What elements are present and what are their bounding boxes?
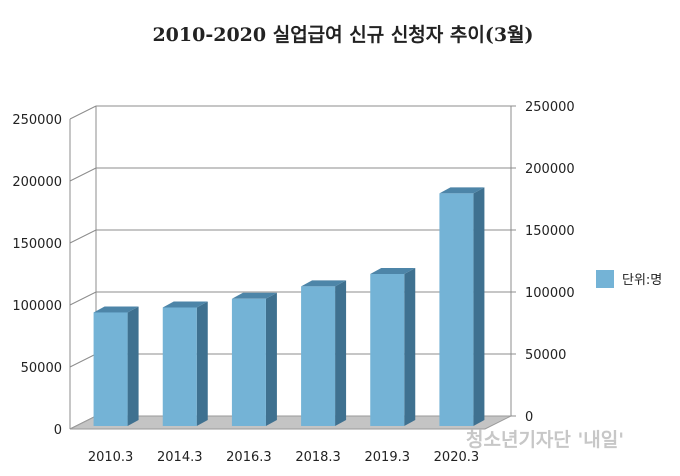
y-tick-label-left: 0: [54, 423, 62, 438]
x-tick-label: 2018.3: [295, 450, 341, 465]
bar-front: [93, 312, 128, 426]
bar: [439, 187, 485, 426]
bars: [93, 187, 485, 426]
bar-side: [127, 306, 139, 426]
x-tick-label: 2010.3: [88, 450, 134, 465]
bar-front: [231, 298, 266, 426]
y-tick-label-right: 50000: [525, 348, 566, 363]
bar-side: [404, 268, 416, 426]
right-y-axis: 0 50000 100000 150000 200000 250000: [511, 100, 575, 425]
legend: 단위:명: [596, 270, 662, 288]
gridline-side: [69, 167, 97, 182]
y-tick-label-right: 100000: [525, 286, 575, 301]
chart-title: 2010-2020 실업급여 신규 신청자 추이(3월): [152, 24, 533, 46]
watermark: 청소년기자단 '내일': [466, 429, 624, 451]
bar-side: [335, 280, 347, 426]
x-tick-label: 2019.3: [365, 450, 411, 465]
gridline-side: [69, 229, 97, 244]
bar: [93, 306, 139, 426]
bar-front: [162, 307, 197, 426]
bar-top: [439, 187, 485, 194]
y-tick-label-left: 150000: [12, 237, 62, 252]
gridline-side: [69, 291, 97, 306]
bar-top: [301, 280, 347, 287]
y-tick-label-right: 200000: [525, 162, 575, 177]
x-axis: 2010.3 2014.3 2016.3 2018.3 2019.3 2020.3: [88, 450, 479, 465]
bar-top: [93, 306, 139, 313]
bar-side: [196, 301, 208, 426]
gridline-side: [69, 353, 97, 368]
y-tick-label-right: 250000: [525, 100, 575, 115]
legend-swatch: [596, 270, 614, 288]
x-tick-label: 2014.3: [157, 450, 203, 465]
bar-front: [301, 286, 336, 426]
bar-side: [473, 187, 485, 426]
bar: [231, 292, 277, 426]
y-tick-label-left: 200000: [12, 175, 62, 190]
bar-top: [162, 301, 208, 308]
gridline-side: [69, 105, 97, 120]
bar-front: [439, 193, 474, 426]
y-tick-label-left: 100000: [12, 299, 62, 314]
x-tick-label: 2020.3: [434, 450, 480, 465]
bar-top: [370, 268, 416, 274]
bar-side: [265, 292, 277, 426]
bar-front: [370, 274, 405, 426]
bar: [370, 268, 416, 426]
legend-label: 단위:명: [622, 273, 662, 288]
bar: [301, 280, 347, 426]
left-y-axis: 0 50000 100000 150000 200000 250000: [12, 113, 62, 438]
y-tick-label-right: 150000: [525, 224, 575, 239]
bar-top: [231, 292, 277, 299]
x-tick-label: 2016.3: [226, 450, 272, 465]
y-tick-label-left: 250000: [12, 113, 62, 128]
y-tick-label-left: 50000: [21, 361, 62, 376]
y-tick-label-right: 0: [525, 410, 533, 425]
bar: [162, 301, 208, 426]
